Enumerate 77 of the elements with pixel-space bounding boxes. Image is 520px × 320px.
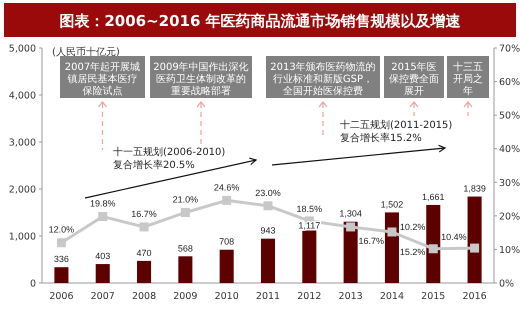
x-tick-label: 2015 bbox=[421, 291, 446, 302]
annotation: 十三五开局之年 bbox=[453, 61, 483, 97]
bar bbox=[54, 267, 68, 283]
bar bbox=[344, 222, 358, 283]
annotation: 2007年起开展城镇居民基本医疗保险试点 bbox=[64, 61, 140, 97]
data-label: 18.5% bbox=[296, 204, 322, 214]
data-label: 15.2% bbox=[400, 246, 426, 257]
point bbox=[140, 222, 149, 232]
y2-tick-label: 40% bbox=[499, 144, 520, 156]
data-label: 943 bbox=[260, 226, 276, 236]
point bbox=[346, 222, 356, 232]
x-tick-label: 2007 bbox=[90, 291, 115, 302]
bar bbox=[137, 260, 152, 283]
x-tick-label: 2014 bbox=[380, 291, 404, 302]
data-label: 1,117 bbox=[298, 220, 320, 230]
x-tick-label: 2011 bbox=[256, 291, 280, 302]
y2-tick-label: 60% bbox=[499, 77, 520, 88]
bar bbox=[178, 256, 192, 283]
y2-tick-label: 30% bbox=[499, 178, 520, 189]
point bbox=[98, 212, 108, 222]
y-tick-label: 4,000 bbox=[8, 90, 36, 102]
bar bbox=[260, 238, 276, 283]
x-tick-label: 2016 bbox=[462, 291, 487, 302]
y-tick-label: 2,000 bbox=[8, 184, 36, 196]
data-label: 1,502 bbox=[380, 199, 404, 210]
point bbox=[180, 208, 190, 217]
bar bbox=[468, 196, 482, 283]
bar bbox=[384, 212, 399, 283]
y-tick-label: 5,000 bbox=[8, 44, 36, 54]
data-label: 470 bbox=[136, 248, 152, 258]
data-label: 708 bbox=[219, 236, 234, 247]
data-label: 16.7% bbox=[131, 208, 157, 219]
x-tick-label: 2009 bbox=[173, 291, 198, 302]
chart-title: 图表：2006~2016 年医药商品流通市场销售规模以及增速 bbox=[59, 12, 462, 30]
data-label: 403 bbox=[95, 251, 110, 262]
y2-tick-label: 50% bbox=[499, 110, 520, 122]
point bbox=[387, 227, 396, 236]
x-tick-label: 2006 bbox=[49, 291, 74, 302]
annotation: 十二五规划(2011-2015) 复合增长率15.2% bbox=[340, 119, 452, 144]
data-label: 16.7% bbox=[358, 236, 384, 246]
data-label: 19.8% bbox=[90, 198, 116, 209]
annotation: 2009年中国作出深化医药卫生体制改革的重要战略部署 bbox=[153, 61, 249, 97]
y2-tick-label: 0% bbox=[499, 278, 514, 290]
data-label: 10.4% bbox=[441, 232, 467, 242]
y2-tick-label: 20% bbox=[499, 211, 520, 222]
bar bbox=[426, 204, 440, 283]
y-tick-label: 1,000 bbox=[8, 232, 36, 242]
point bbox=[264, 201, 272, 210]
annotation: 十一五规划(2006-2010) 复合增长率20.5% bbox=[113, 146, 226, 171]
data-label: 1,304 bbox=[339, 208, 362, 219]
x-tick-label: 2010 bbox=[214, 291, 239, 302]
data-label: 23.0% bbox=[255, 188, 281, 198]
point bbox=[222, 196, 232, 205]
y-tick-label: 0 bbox=[30, 278, 36, 290]
point bbox=[56, 238, 66, 248]
x-tick-label: 2008 bbox=[132, 291, 156, 302]
point bbox=[428, 244, 438, 254]
annotation: 2015年医保控费全面展开 bbox=[389, 61, 439, 97]
y-tick-label: 3,000 bbox=[8, 138, 36, 148]
y-axis-title: (人民币十亿元) bbox=[52, 46, 120, 58]
data-label: 10.2% bbox=[400, 222, 426, 232]
annotation: 2013年颁布医药物流的行业标准和新版GSP，全国开始医保控费 bbox=[270, 61, 376, 97]
y2-tick-label: 70% bbox=[499, 44, 520, 54]
data-label: 24.6% bbox=[214, 182, 240, 192]
data-label: 1,661 bbox=[422, 192, 445, 202]
data-label: 12.0% bbox=[48, 224, 74, 235]
data-label: 21.0% bbox=[172, 194, 198, 204]
y2-tick-label: 10% bbox=[499, 244, 520, 256]
data-label: 1,839 bbox=[463, 184, 486, 194]
bar bbox=[220, 250, 234, 283]
bar bbox=[96, 264, 110, 283]
point bbox=[470, 244, 480, 253]
bar bbox=[302, 230, 316, 283]
data-label: 568 bbox=[178, 243, 193, 254]
x-tick-label: 2012 bbox=[297, 291, 322, 302]
x-tick-label: 2013 bbox=[338, 291, 363, 302]
data-label: 336 bbox=[54, 254, 69, 264]
